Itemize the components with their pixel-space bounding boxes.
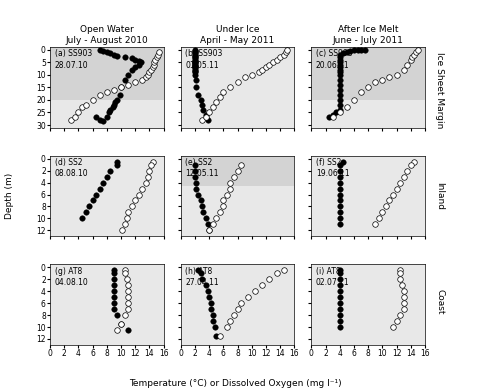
Text: (a) SS903
28.07.10: (a) SS903 28.07.10: [54, 49, 92, 69]
Text: (h) AT8
27.04.11: (h) AT8 27.04.11: [185, 267, 219, 287]
Title: Under Ice
April - May 2011: Under Ice April - May 2011: [200, 25, 274, 45]
Title: After Ice Melt
June - July 2011: After Ice Melt June - July 2011: [332, 25, 404, 45]
Bar: [180, 150, 294, 185]
Title: Open Water
July - August 2010: Open Water July - August 2010: [66, 25, 148, 45]
Text: Ice Sheet Margin: Ice Sheet Margin: [435, 52, 444, 128]
Bar: [312, 45, 425, 100]
Text: Depth (m): Depth (m): [6, 173, 15, 219]
Text: (f) SS2
19.06.11: (f) SS2 19.06.11: [316, 158, 350, 178]
Text: Coast: Coast: [435, 289, 444, 315]
Text: Temperature (°C) or Dissolved Oxygen (mg l⁻¹): Temperature (°C) or Dissolved Oxygen (mg…: [128, 379, 342, 388]
Text: Inland: Inland: [435, 182, 444, 210]
Text: (b) SS903
01.05.11: (b) SS903 01.05.11: [185, 49, 222, 69]
Text: (g) AT8
04.08.10: (g) AT8 04.08.10: [54, 267, 88, 287]
Bar: [50, 45, 164, 100]
Text: (i) AT8
02.07.11: (i) AT8 02.07.11: [316, 267, 350, 287]
Text: (d) SS2
08.08.10: (d) SS2 08.08.10: [54, 158, 88, 178]
Text: (c) SS903
20.06.11: (c) SS903 20.06.11: [316, 49, 352, 69]
Text: (e) SS2
12.05.11: (e) SS2 12.05.11: [185, 158, 218, 178]
